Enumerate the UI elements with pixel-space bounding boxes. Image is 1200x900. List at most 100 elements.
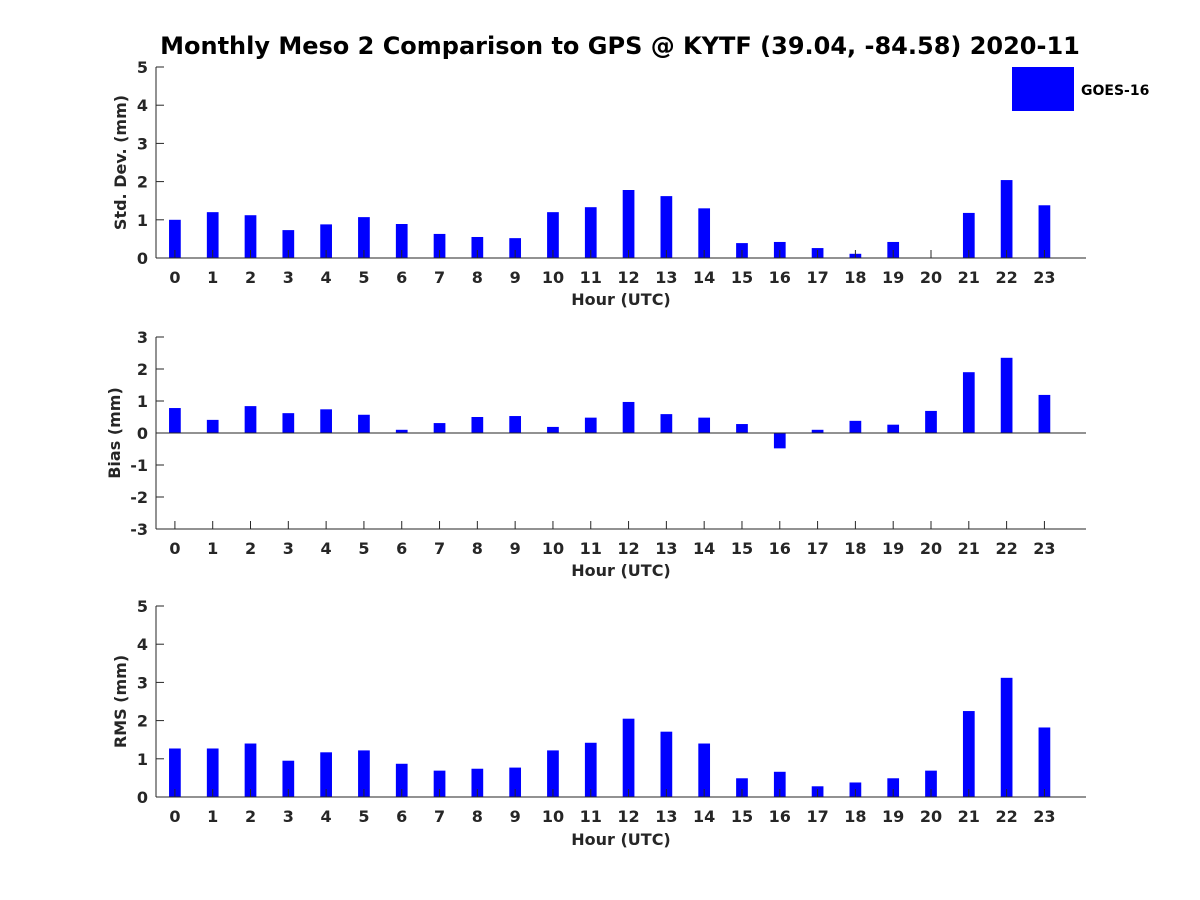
rms-bar-hour-19	[887, 778, 900, 797]
rms-bar-hour-3	[282, 760, 295, 797]
bias-x-tick-label: 14	[693, 539, 715, 558]
std-dev-x-tick-label: 6	[396, 268, 407, 287]
std-dev-x-tick-label: 3	[283, 268, 294, 287]
std-dev-bar-hour-10	[547, 212, 559, 258]
rms-x-tick-label: 8	[472, 807, 483, 826]
std-dev-bar-hour-14	[698, 208, 711, 258]
legend-label: GOES-16	[1081, 83, 1149, 99]
bias-x-tick-label: 22	[995, 539, 1017, 558]
rms-x-tick-label: 3	[283, 807, 294, 826]
bias-x-tick-label: 11	[580, 539, 602, 558]
bias-x-tick-label: 21	[958, 539, 980, 558]
legend-swatch	[1012, 67, 1074, 111]
bias-bar-hour-6	[395, 429, 408, 433]
bias-x-tick-label: 6	[396, 539, 407, 558]
bias-bar-hour-5	[358, 414, 370, 433]
rms-bar-hour-10	[547, 750, 559, 797]
std-dev-bar-hour-19	[887, 241, 900, 258]
std-dev-y-tick-label: 1	[137, 211, 148, 230]
std-dev-y-axis-label: Std. Dev. (mm)	[111, 95, 130, 230]
std-dev-x-tick-label: 11	[580, 268, 602, 287]
bias-x-tick-label: 23	[1033, 539, 1055, 558]
rms-y-tick-label: 2	[137, 712, 148, 731]
rms-x-tick-label: 20	[920, 807, 942, 826]
rms-x-tick-label: 5	[358, 807, 369, 826]
rms-x-tick-label: 10	[542, 807, 564, 826]
std-dev-x-tick-label: 5	[358, 268, 369, 287]
bias-bar-hour-2	[244, 406, 257, 433]
std-dev-bar-hour-21	[962, 212, 975, 258]
bias-x-tick-label: 16	[769, 539, 791, 558]
std-dev-x-tick-label: 12	[617, 268, 639, 287]
bias-x-tick-label: 20	[920, 539, 942, 558]
rms-x-tick-label: 23	[1033, 807, 1055, 826]
bias-x-tick-label: 19	[882, 539, 904, 558]
bias-bar-hour-14	[698, 417, 711, 433]
std-dev-bar-hour-13	[660, 196, 673, 258]
bias-bar-hour-15	[736, 424, 748, 433]
rms-x-tick-label: 17	[806, 807, 828, 826]
bias-bar-hour-18	[849, 420, 862, 433]
bias-x-tick-label: 1	[207, 539, 218, 558]
bias-bar-hour-9	[509, 416, 522, 433]
bias-x-tick-label: 0	[169, 539, 180, 558]
rms-bar-hour-9	[509, 767, 522, 797]
std-dev-bar-hour-2	[244, 215, 257, 258]
rms-bar-hour-0	[169, 748, 181, 797]
bias-x-tick-label: 17	[806, 539, 828, 558]
rms-bar-hour-22	[1000, 677, 1013, 797]
bias-bar-hour-4	[320, 409, 332, 433]
rms-x-tick-label: 0	[169, 807, 180, 826]
bias-y-tick-label: 3	[137, 328, 148, 347]
rms-y-tick-label: 1	[137, 750, 148, 769]
bias-x-tick-label: 10	[542, 539, 564, 558]
bias-bar-hour-23	[1038, 394, 1051, 433]
std-dev-x-tick-label: 2	[245, 268, 256, 287]
std-dev-bar-hour-9	[509, 238, 522, 258]
std-dev-x-tick-label: 19	[882, 268, 904, 287]
bias-bar-hour-13	[660, 414, 673, 433]
rms-x-tick-label: 7	[434, 807, 445, 826]
std-dev-x-axis-label: Hour (UTC)	[571, 290, 671, 309]
std-dev-x-tick-label: 13	[655, 268, 677, 287]
rms-bar-hour-21	[962, 711, 975, 797]
bias-bar-hour-0	[169, 408, 181, 433]
bias-bar-hour-8	[471, 417, 484, 433]
figure-title: Monthly Meso 2 Comparison to GPS @ KYTF …	[160, 32, 1080, 60]
rms-bar-hour-23	[1038, 727, 1051, 797]
std-dev-x-tick-label: 16	[769, 268, 791, 287]
rms-x-tick-label: 15	[731, 807, 753, 826]
rms-bar-hour-2	[244, 743, 257, 797]
rms-x-tick-label: 9	[510, 807, 521, 826]
std-dev-x-tick-label: 1	[207, 268, 218, 287]
std-dev-x-tick-label: 20	[920, 268, 942, 287]
rms-y-tick-label: 3	[137, 673, 148, 692]
bias-bar-hour-21	[962, 372, 975, 433]
rms-x-tick-label: 12	[617, 807, 639, 826]
bias-x-tick-label: 8	[472, 539, 483, 558]
std-dev-x-tick-label: 15	[731, 268, 753, 287]
rms-x-axis-label: Hour (UTC)	[571, 830, 671, 849]
bias-bar-hour-22	[1000, 357, 1013, 433]
std-dev-y-tick-label: 0	[137, 249, 148, 268]
std-dev-x-tick-label: 21	[958, 268, 980, 287]
rms-x-tick-label: 1	[207, 807, 218, 826]
rms-bar-hour-8	[471, 768, 484, 797]
bias-y-tick-label: -2	[130, 488, 148, 507]
rms-bar-hour-5	[358, 750, 370, 797]
std-dev-x-tick-label: 9	[510, 268, 521, 287]
bias-y-tick-label: -3	[130, 520, 148, 539]
std-dev-x-tick-label: 8	[472, 268, 483, 287]
std-dev-bar-hour-3	[282, 230, 295, 258]
std-dev-bar-hour-7	[433, 233, 446, 258]
rms-x-tick-label: 11	[580, 807, 602, 826]
std-dev-x-tick-label: 10	[542, 268, 564, 287]
bias-bar-hour-12	[622, 401, 635, 433]
bias-x-tick-label: 12	[617, 539, 639, 558]
bias-y-tick-label: 2	[137, 360, 148, 379]
rms-x-tick-label: 14	[693, 807, 715, 826]
rms-bar-hour-1	[206, 748, 219, 797]
bias-y-tick-label: 0	[137, 424, 148, 443]
